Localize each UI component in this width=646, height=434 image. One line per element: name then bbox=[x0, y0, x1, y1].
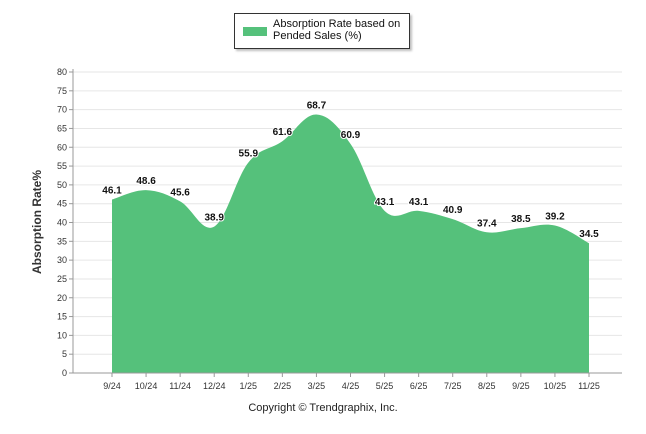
data-label: 45.6 bbox=[170, 187, 190, 198]
data-label: 68.7 bbox=[307, 101, 327, 112]
y-tick-label: 5 bbox=[62, 349, 67, 359]
y-axis-ticks: 0 5 10 15 20 25 30 35 40 45 50 55 60 65 70 75 80 bbox=[57, 67, 73, 378]
y-tick-label: 15 bbox=[57, 312, 67, 322]
x-tick-label: 3/25 bbox=[308, 381, 326, 391]
x-tick-label: 9/25 bbox=[512, 381, 530, 391]
y-tick-label: 30 bbox=[57, 255, 67, 265]
area-fill bbox=[112, 114, 589, 373]
x-tick-label: 8/25 bbox=[478, 381, 496, 391]
x-tick-label: 10/25 bbox=[544, 381, 567, 391]
data-label: 38.5 bbox=[511, 214, 531, 225]
y-tick-label: 55 bbox=[57, 161, 67, 171]
data-label: 37.4 bbox=[477, 218, 497, 229]
data-label: 46.1 bbox=[102, 186, 122, 197]
data-label: 43.1 bbox=[375, 197, 395, 208]
x-tick-label: 12/24 bbox=[203, 381, 226, 391]
x-tick-label: 2/25 bbox=[274, 381, 292, 391]
x-tick-label: 5/25 bbox=[376, 381, 394, 391]
data-label: 60.9 bbox=[341, 130, 361, 141]
data-label: 38.9 bbox=[204, 213, 224, 224]
y-tick-label: 75 bbox=[57, 86, 67, 96]
y-axis-title: Absorption Rate% bbox=[30, 169, 44, 275]
y-tick-label: 60 bbox=[57, 142, 67, 152]
x-tick-label: 10/24 bbox=[135, 381, 158, 391]
legend: Absorption Rate based on Pended Sales (%… bbox=[234, 13, 410, 49]
y-tick-label: 45 bbox=[57, 199, 67, 209]
x-tick-label: 6/25 bbox=[410, 381, 428, 391]
y-tick-label: 40 bbox=[57, 218, 67, 228]
x-tick-label: 11/25 bbox=[578, 381, 600, 391]
data-label: 61.6 bbox=[273, 127, 293, 138]
x-tick-label: 9/24 bbox=[103, 381, 121, 391]
y-tick-label: 0 bbox=[62, 368, 67, 378]
area-series bbox=[112, 114, 589, 373]
y-tick-label: 35 bbox=[57, 236, 67, 246]
legend-swatch bbox=[243, 27, 267, 36]
y-tick-label: 65 bbox=[57, 123, 67, 133]
y-tick-label: 10 bbox=[57, 330, 67, 340]
axes bbox=[72, 69, 622, 374]
data-label: 40.9 bbox=[443, 205, 463, 216]
y-tick-label: 70 bbox=[57, 105, 67, 115]
x-tick-label: 11/24 bbox=[169, 381, 191, 391]
copyright-text: Copyright © Trendgraphix, Inc. bbox=[248, 402, 398, 414]
data-labels: 46.1 48.6 45.6 38.9 55.9 61.6 68.7 60.9 43.1 43.1… bbox=[101, 100, 600, 242]
x-tick-label: 4/25 bbox=[342, 381, 360, 391]
y-tick-label: 50 bbox=[57, 180, 67, 190]
data-label: 39.2 bbox=[545, 212, 565, 223]
y-tick-label: 20 bbox=[57, 293, 67, 303]
data-label: 43.1 bbox=[409, 197, 429, 208]
data-label: 48.6 bbox=[136, 176, 156, 187]
data-label: 34.5 bbox=[579, 229, 599, 240]
y-tick-label: 80 bbox=[57, 67, 67, 77]
x-axis-ticks: 9/24 10/24 11/24 12/24 1/25 2/25 3/25 4/25 5/25 6… bbox=[103, 373, 600, 391]
x-tick-label: 7/25 bbox=[444, 381, 462, 391]
data-label: 55.9 bbox=[239, 149, 259, 160]
legend-label: Absorption Rate based on Pended Sales (%… bbox=[273, 18, 401, 42]
y-tick-label: 25 bbox=[57, 274, 67, 284]
x-tick-label: 1/25 bbox=[240, 381, 258, 391]
